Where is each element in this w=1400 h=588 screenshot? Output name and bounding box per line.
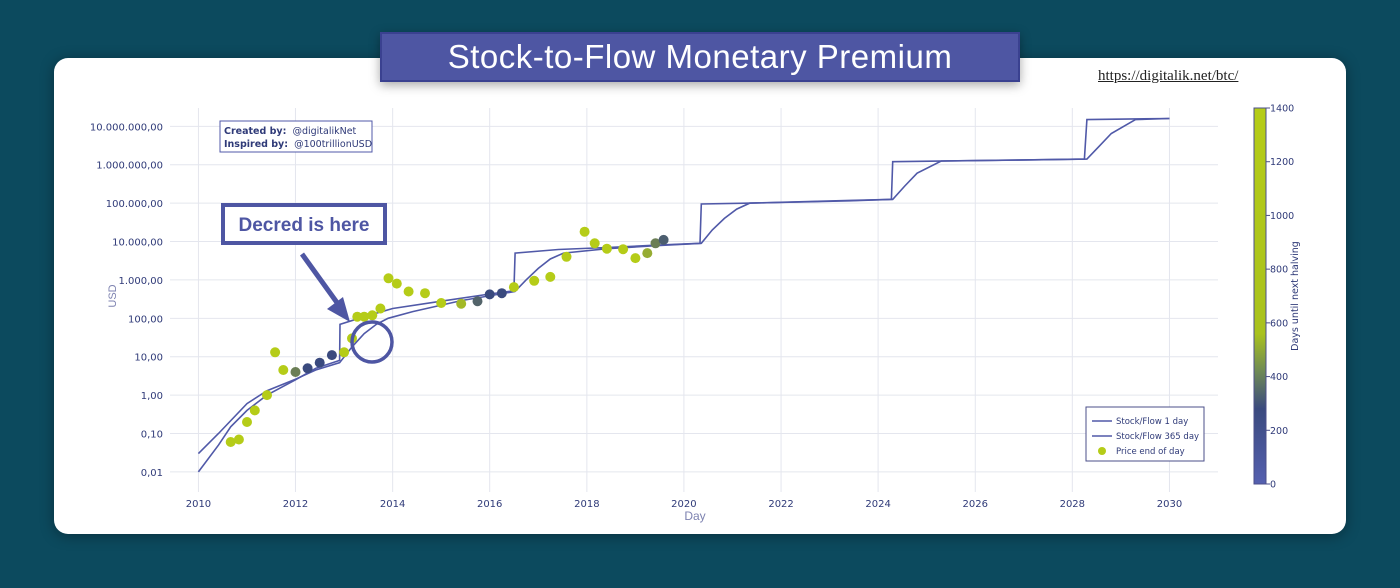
colorbar: 0 200 400 600 800 1000 1200 1400 Days until nex… <box>1253 104 1301 491</box>
price-point <box>508 282 519 293</box>
legend-swatch-price <box>1098 447 1106 455</box>
price-point <box>496 288 507 299</box>
y-tick-label: 1.000.000,00 <box>96 161 163 172</box>
x-tick-label: 2026 <box>963 499 988 510</box>
colorbar-tick-label: 600 <box>1270 318 1288 329</box>
x-axis-label: Day <box>684 509 705 523</box>
x-tick-label: 2030 <box>1157 499 1182 510</box>
series-line-sf365 <box>197 117 1170 455</box>
callout: Decred is here <box>221 203 394 364</box>
price-point <box>650 238 661 249</box>
colorbar-tick-label: 800 <box>1270 265 1288 276</box>
callout-arrow-head <box>327 297 350 322</box>
price-point <box>225 437 236 447</box>
price-point <box>359 311 370 322</box>
series <box>197 117 1170 473</box>
grid <box>170 108 1218 492</box>
y-tick-label: 0,10 <box>141 430 163 441</box>
price-point <box>339 347 350 358</box>
price-point <box>403 286 414 297</box>
y-tick-label: 10.000,00 <box>112 238 163 249</box>
x-tick-label: 2020 <box>671 499 696 510</box>
series-line-sf1 <box>197 117 1170 473</box>
legend: Stock/Flow 1 day Stock/Flow 365 day Pric… <box>1085 406 1205 462</box>
y-tick-label: 100,00 <box>128 314 163 325</box>
colorbar-tick-label: 0 <box>1270 480 1276 491</box>
y-tick-label: 10,00 <box>134 353 163 364</box>
price-point <box>618 244 629 255</box>
price-point <box>383 273 394 284</box>
y-tick-label: 1.000,00 <box>118 276 163 287</box>
price-point <box>456 298 467 309</box>
price-point <box>314 357 325 368</box>
credits-box: Created by: @digitalikNet Inspired by: @… <box>219 120 373 153</box>
colorbar-tick-label: 1000 <box>1270 211 1294 222</box>
colorbar-ticks: 0 200 400 600 800 1000 1200 1400 <box>1266 104 1294 491</box>
credits-inspired-label: Inspired by: <box>224 139 288 150</box>
chart-title: Stock-to-Flow Monetary Premium <box>380 32 1020 82</box>
x-tick-label: 2018 <box>574 499 599 510</box>
x-tick-label: 2016 <box>477 499 502 510</box>
y-axis-ticks: 0,01 0,10 1,00 10,00 100,00 1.000,00 10.000,00… <box>90 122 163 479</box>
x-axis-ticks: 2010 2012 2014 2016 2018 2020 2022 2024 2026 2028… <box>186 499 1182 510</box>
price-point <box>436 298 447 308</box>
x-tick-label: 2010 <box>186 499 211 510</box>
price-point <box>352 311 363 322</box>
price-point <box>242 417 252 427</box>
colorbar-tick-label: 1200 <box>1270 157 1294 168</box>
price-point <box>529 275 540 286</box>
price-point <box>391 278 402 289</box>
x-tick-label: 2012 <box>283 499 308 510</box>
colorbar-tick-label: 200 <box>1270 426 1288 437</box>
price-point <box>290 367 301 377</box>
price-point <box>601 243 612 254</box>
y-tick-label: 1,00 <box>141 391 163 402</box>
price-point <box>233 434 244 445</box>
callout-circle <box>350 320 394 364</box>
colorbar-tick-label: 400 <box>1270 372 1288 383</box>
legend-label-sf365: Stock/Flow 365 day <box>1116 432 1199 442</box>
y-axis-label: USD <box>107 284 119 307</box>
credits-inspired-value: @100trillionUSD <box>294 139 372 150</box>
price-point <box>278 365 289 375</box>
x-tick-label: 2024 <box>865 499 890 510</box>
x-tick-label: 2022 <box>768 499 793 510</box>
price-point <box>302 363 313 374</box>
price-point <box>249 405 260 416</box>
x-tick-label: 2028 <box>1060 499 1085 510</box>
legend-label-sf1: Stock/Flow 1 day <box>1116 417 1188 427</box>
x-tick-label: 2014 <box>380 499 405 510</box>
source-link[interactable]: https://digitalik.net/btc/ <box>1098 68 1239 84</box>
price-point <box>484 289 495 300</box>
svg-text:Inspired by: @100trillio: Inspired by: @100trillionUSD <box>224 139 372 150</box>
price-point <box>658 234 669 245</box>
price-point <box>420 288 430 299</box>
chart-title-text: Stock-to-Flow Monetary Premium <box>447 38 953 75</box>
price-point <box>375 303 386 314</box>
svg-text:Created by: @digitalikNe: Created by: @digitalikNet <box>224 126 357 137</box>
y-tick-label: 100.000,00 <box>106 199 163 210</box>
price-point <box>262 390 272 401</box>
callout-text: Decred is here <box>239 215 370 236</box>
price-point <box>630 253 641 264</box>
legend-label-price: Price end of day <box>1116 447 1185 457</box>
y-tick-label: 0,01 <box>141 468 163 479</box>
price-point <box>367 310 378 321</box>
colorbar-tick-label: 1400 <box>1270 104 1294 115</box>
price-point <box>270 347 281 358</box>
price-point <box>326 350 337 361</box>
callout-arrow-shaft <box>299 252 341 306</box>
price-point <box>642 248 653 259</box>
price-point <box>579 226 590 237</box>
colorbar-gradient <box>1253 107 1267 485</box>
colorbar-label: Days until next halving <box>1290 241 1301 351</box>
price-point <box>561 251 572 262</box>
credits-created-label: Created by: <box>224 126 286 137</box>
price-point <box>472 296 483 307</box>
credits-created-value: @digitalikNet <box>292 126 356 137</box>
price-point <box>545 271 556 282</box>
price-point <box>589 238 600 249</box>
y-tick-label: 10.000.000,00 <box>90 122 163 133</box>
